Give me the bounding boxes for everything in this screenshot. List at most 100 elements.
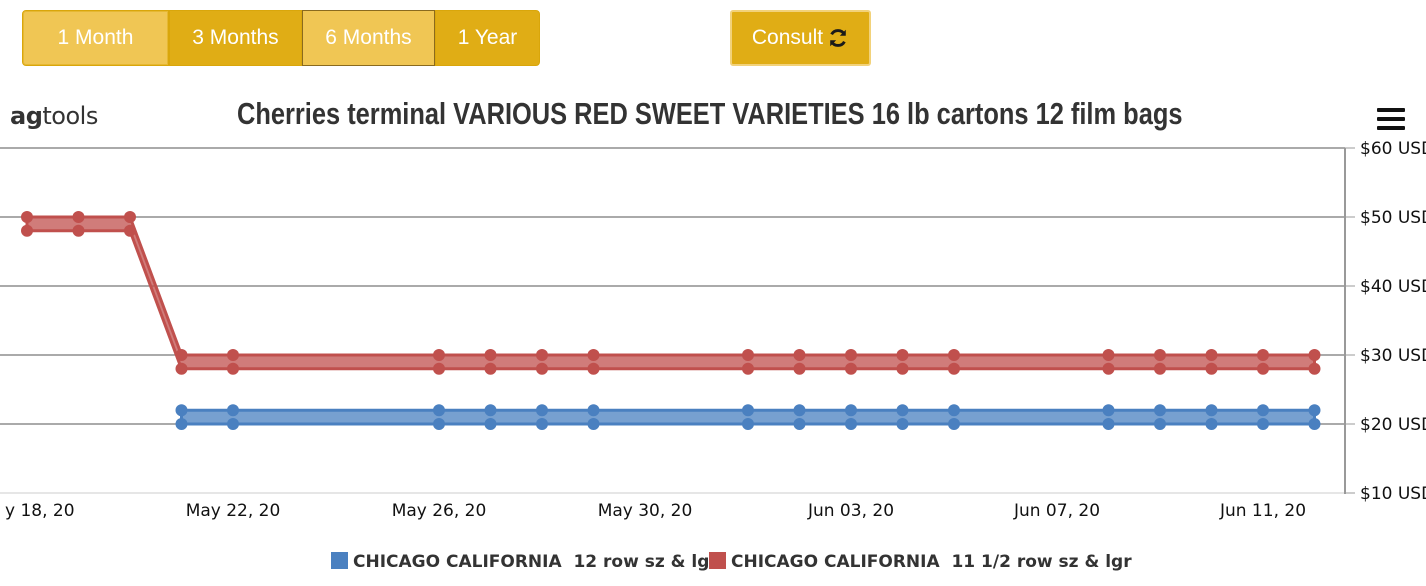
point-high bbox=[124, 211, 136, 223]
point-high bbox=[948, 349, 960, 361]
y-tick-label: $10 USD bbox=[1360, 484, 1426, 504]
point-low bbox=[536, 362, 548, 375]
point-high bbox=[1154, 349, 1166, 361]
point-low bbox=[124, 224, 136, 237]
y-axis-labels: $10 USD $20 USD $30 USD $40 USD $50 USD $60 U… bbox=[1345, 139, 1426, 504]
hamburger-menu-icon[interactable] bbox=[1377, 108, 1405, 130]
point-low bbox=[896, 362, 909, 375]
point-low bbox=[433, 362, 445, 375]
point-high bbox=[433, 349, 445, 361]
point-high bbox=[742, 404, 754, 417]
point-high bbox=[1308, 404, 1321, 417]
chart-title: Cherries terminal VARIOUS RED SWEET VARI… bbox=[237, 96, 1183, 131]
y-tick-label: $60 USD bbox=[1360, 139, 1426, 159]
x-tick-label: May 30, 20 bbox=[598, 501, 693, 521]
legend-swatch bbox=[331, 552, 348, 569]
range-6-months-button[interactable]: 6 Months bbox=[302, 10, 435, 66]
point-high bbox=[227, 349, 239, 361]
point-low bbox=[1102, 418, 1115, 430]
point-high bbox=[72, 211, 85, 223]
point-low bbox=[845, 418, 857, 430]
x-tick-label: May 22, 20 bbox=[186, 501, 281, 521]
x-tick-label: Jun 07, 20 bbox=[1013, 501, 1100, 521]
consult-button[interactable]: Consult bbox=[730, 10, 871, 66]
point-high bbox=[484, 349, 497, 361]
point-low bbox=[1154, 362, 1166, 375]
point-low bbox=[896, 418, 909, 430]
point-low bbox=[793, 362, 806, 375]
point-high bbox=[536, 349, 548, 361]
point-low bbox=[1154, 418, 1166, 430]
point-low bbox=[742, 362, 754, 375]
y-tick-label: $40 USD bbox=[1360, 277, 1426, 297]
point-high bbox=[742, 349, 754, 361]
point-low bbox=[1257, 418, 1269, 430]
x-tick-label: May 26, 20 bbox=[392, 501, 487, 521]
point-high bbox=[175, 349, 188, 361]
legend-label: CHICAGO CALIFORNIA 12 row sz & lgr bbox=[353, 552, 718, 572]
point-high bbox=[1154, 404, 1166, 417]
point-low bbox=[1205, 362, 1218, 375]
point-high bbox=[21, 211, 33, 223]
point-low bbox=[175, 418, 188, 430]
range-1-year-button[interactable]: 1 Year bbox=[435, 10, 540, 66]
legend: CHICAGO CALIFORNIA 12 row sz & lgr CHICAG… bbox=[331, 552, 1132, 572]
point-low bbox=[587, 362, 600, 375]
series-band-2 bbox=[25, 215, 1316, 371]
point-high bbox=[484, 404, 497, 417]
refresh-icon bbox=[830, 29, 846, 47]
point-high bbox=[1257, 349, 1269, 361]
x-tick-label: Jun 03, 20 bbox=[807, 501, 894, 521]
point-low bbox=[1102, 362, 1115, 375]
point-low bbox=[227, 362, 239, 375]
range-1-month-button[interactable]: 1 Month bbox=[22, 10, 169, 66]
consult-label: Consult bbox=[751, 26, 824, 49]
point-low bbox=[433, 418, 445, 430]
point-low bbox=[484, 362, 497, 375]
agtools-logo: agtools bbox=[10, 102, 98, 130]
point-low bbox=[845, 362, 857, 375]
point-high bbox=[227, 404, 239, 417]
point-high bbox=[1205, 404, 1218, 417]
point-low bbox=[742, 418, 754, 430]
point-high bbox=[587, 404, 600, 417]
y-tick-label: $50 USD bbox=[1360, 208, 1426, 228]
point-low bbox=[536, 418, 548, 430]
x-tick-label: y 18, 20 bbox=[5, 501, 75, 521]
point-high bbox=[1205, 349, 1218, 361]
legend-label: CHICAGO CALIFORNIA 11 1/2 row sz & lgr bbox=[731, 552, 1132, 572]
point-high bbox=[1102, 404, 1115, 417]
point-high bbox=[845, 404, 857, 417]
y-tick-label: $20 USD bbox=[1360, 415, 1426, 435]
point-low bbox=[1205, 418, 1218, 430]
point-high bbox=[433, 404, 445, 417]
date-range-selector: 1 Month 3 Months 6 Months 1 Year bbox=[22, 10, 540, 66]
point-high bbox=[587, 349, 600, 361]
range-3-months-button[interactable]: 3 Months bbox=[169, 10, 302, 66]
point-high bbox=[948, 404, 960, 417]
point-high bbox=[536, 404, 548, 417]
point-high bbox=[793, 404, 806, 417]
x-tick-label: Jun 11, 20 bbox=[1219, 501, 1306, 521]
point-low bbox=[1257, 362, 1269, 375]
point-high bbox=[896, 349, 909, 361]
point-high bbox=[1308, 349, 1321, 361]
point-high bbox=[896, 404, 909, 417]
series-bands bbox=[25, 215, 1316, 426]
point-low bbox=[1308, 418, 1321, 430]
point-low bbox=[484, 418, 497, 430]
point-low bbox=[793, 418, 806, 430]
point-low bbox=[21, 224, 33, 237]
point-high bbox=[175, 404, 188, 417]
point-low bbox=[72, 224, 85, 237]
point-low bbox=[175, 362, 188, 375]
point-low bbox=[948, 362, 960, 375]
point-low bbox=[227, 418, 239, 430]
point-high bbox=[1257, 404, 1269, 417]
grid-lines bbox=[0, 147, 1345, 494]
point-high bbox=[1102, 349, 1115, 361]
y-tick-label: $30 USD bbox=[1360, 346, 1426, 366]
point-low bbox=[948, 418, 960, 430]
point-low bbox=[587, 418, 600, 430]
